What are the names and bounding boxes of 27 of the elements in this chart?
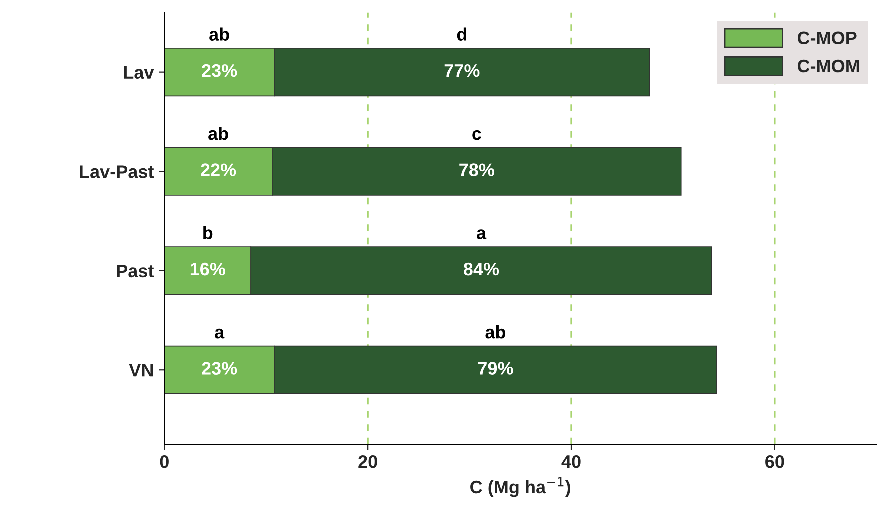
x-tick-label: 0 xyxy=(160,455,169,468)
x-tick-label: 40 xyxy=(562,455,581,468)
annotation: a xyxy=(215,328,225,339)
annotation: a xyxy=(477,230,487,240)
annotation: 77% xyxy=(444,64,480,78)
annotation: 79% xyxy=(478,362,514,375)
legend-label: C-MOP xyxy=(798,32,857,45)
annotation: 23% xyxy=(202,362,238,375)
y-tick-label: Past xyxy=(117,264,154,278)
annotation: 23% xyxy=(202,64,238,78)
x-tick-label: 60 xyxy=(766,455,784,468)
annotation: c xyxy=(472,130,482,140)
annotation: ab xyxy=(486,326,506,339)
x-axis-title: C (Mg ha$^{−1}$) xyxy=(470,477,570,498)
annotation: 22% xyxy=(201,164,236,176)
y-tick-label: VN xyxy=(129,364,154,377)
annotation: 84% xyxy=(464,262,500,276)
annotation: 16% xyxy=(190,262,226,276)
annotation: ab xyxy=(208,126,228,140)
y-tick-label: Lav xyxy=(124,66,154,80)
annotation: ab xyxy=(210,28,230,41)
annotation: d xyxy=(457,28,466,41)
annotation: 78% xyxy=(460,164,495,176)
annotation: b xyxy=(204,226,213,240)
legend-label: C-MOM xyxy=(798,60,860,73)
x-tick-label: 20 xyxy=(358,455,378,468)
y-tick-label: Lav-Past xyxy=(80,166,154,178)
